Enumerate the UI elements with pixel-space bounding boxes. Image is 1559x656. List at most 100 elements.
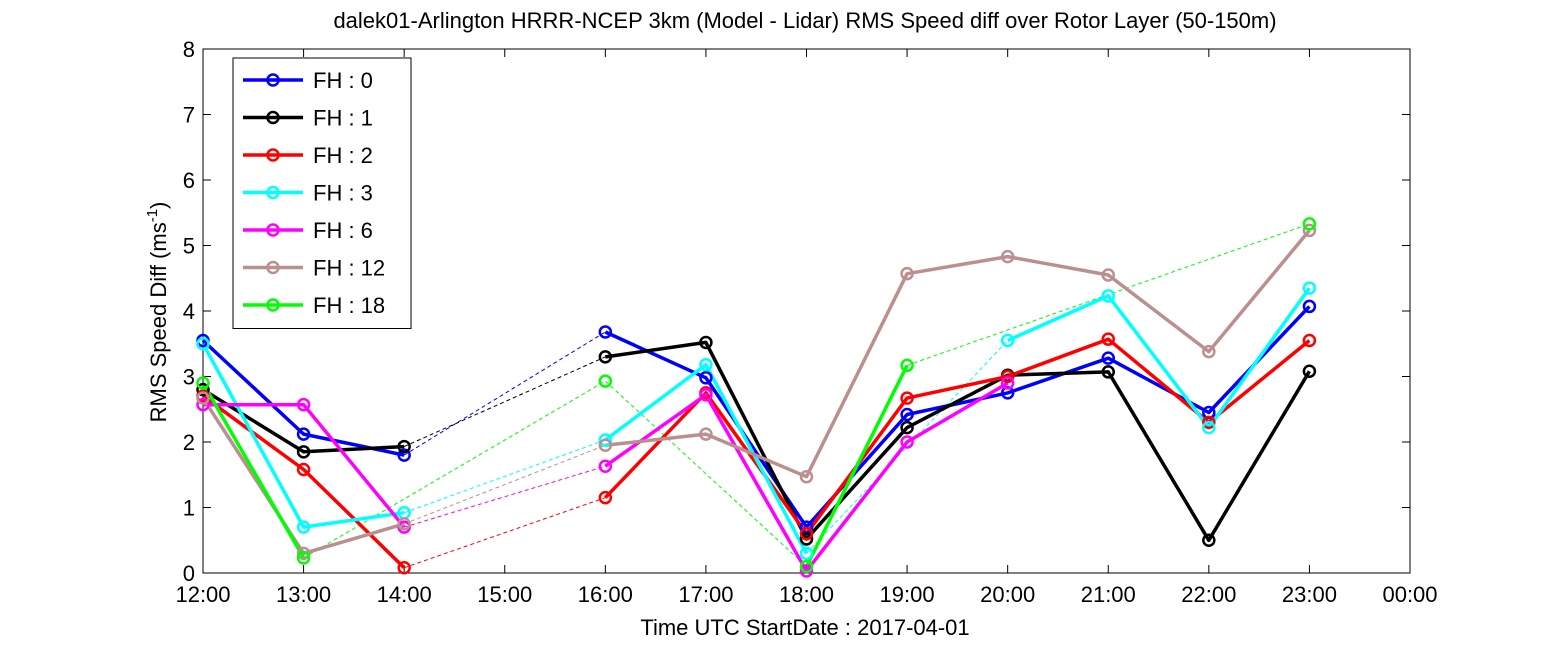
series-gap-connector (403, 439, 606, 514)
x-tick-label: 19:00 (880, 582, 935, 607)
y-tick-label: 3 (183, 365, 195, 390)
series-gap-connector (303, 380, 606, 559)
y-tick-label: 5 (183, 234, 195, 259)
series-gap-connector (604, 380, 807, 567)
data-point (1302, 223, 1317, 238)
y-tick-label: 6 (183, 168, 195, 193)
y-axis-label: RMS Speed Diff (ms-1) (144, 202, 171, 423)
data-point (1000, 333, 1015, 348)
series-gap-connector (404, 465, 606, 528)
data-point (900, 407, 914, 422)
data-point (598, 490, 613, 505)
data-point (598, 350, 613, 364)
legend-entry-label: FH : 6 (313, 218, 373, 243)
data-point (1101, 289, 1115, 303)
data-point (900, 266, 914, 281)
data-point (296, 397, 311, 412)
legend-entry-label: FH : 0 (313, 68, 373, 93)
data-point (699, 371, 713, 385)
data-point (598, 459, 613, 473)
legend-entry-label: FH : 3 (313, 181, 373, 206)
data-point (900, 435, 914, 449)
data-point (1302, 333, 1317, 348)
y-tick-label: 0 (183, 561, 195, 586)
y-tick-label: 7 (183, 103, 195, 128)
data-point (1202, 415, 1216, 430)
series-line (605, 229, 1311, 479)
data-point (196, 397, 210, 412)
series-line (201, 382, 306, 559)
y-tick-label: 8 (183, 37, 195, 62)
y-tick-label: 4 (183, 299, 195, 324)
x-tick-label: 21:00 (1081, 582, 1136, 607)
x-tick-label: 15:00 (477, 582, 532, 607)
y-axis-label-base: RMS Speed Diff (ms (146, 222, 171, 422)
series-line (605, 340, 1311, 543)
data-point (1101, 332, 1115, 346)
data-point (196, 376, 210, 390)
data-point (799, 546, 814, 561)
legend-swatch-marker (266, 223, 280, 237)
data-point (397, 439, 411, 454)
data-point (799, 526, 814, 541)
series-gap-connector (404, 497, 606, 569)
y-axis-label-close: ) (146, 202, 171, 209)
data-point (196, 382, 210, 397)
data-point (296, 427, 311, 441)
plot-area: 12:00 13:00 14:00 15:00 16:00 17:00 18:00 19:00… (175, 37, 1437, 607)
legend-entry-label: FH : 1 (313, 106, 373, 131)
legend-swatch-marker (266, 148, 280, 162)
data-point (598, 374, 613, 388)
x-tick-label: 16:00 (578, 582, 633, 607)
legend-entry-label: FH : 12 (313, 256, 385, 281)
data-point (699, 357, 713, 372)
data-point (397, 561, 411, 575)
legend-swatch-marker (266, 298, 280, 312)
data-point (1202, 420, 1216, 435)
data-point (699, 388, 713, 402)
data-point (799, 532, 814, 546)
data-point (1202, 533, 1216, 547)
series-line (203, 402, 406, 529)
legend: FH : 0 FH : 1 FH : 2 FH : 3 FH : 6 FH : 12 FH … (232, 57, 412, 329)
data-point (1302, 281, 1317, 295)
data-point (900, 420, 914, 435)
x-axis-label: Time UTC StartDate : 2017-04-01 (640, 615, 969, 640)
x-tick-label: 17:00 (678, 582, 733, 607)
x-tick-label: 20:00 (980, 582, 1035, 607)
data-point (1000, 369, 1015, 384)
data-point (1000, 376, 1015, 390)
data-point (1202, 344, 1216, 359)
series-line (1006, 287, 1311, 430)
data-point (900, 358, 914, 373)
data-point (598, 325, 613, 339)
y-tick-label: 1 (183, 496, 195, 521)
data-point (397, 517, 411, 531)
series-line (201, 394, 406, 570)
data-point (699, 335, 713, 350)
series-line (604, 362, 809, 555)
legend-entry-label: FH : 18 (313, 293, 385, 318)
legend-swatch-marker (266, 260, 280, 275)
data-point (799, 559, 814, 574)
data-point (1000, 249, 1015, 264)
legend-swatch-marker (266, 110, 280, 125)
x-tick-label: 00:00 (1382, 582, 1437, 607)
data-point (397, 448, 411, 462)
series-line (202, 388, 405, 454)
data-point (1101, 351, 1115, 365)
data-point (1101, 365, 1115, 379)
x-tick-label: 22:00 (1181, 582, 1236, 607)
data-point (598, 433, 613, 447)
series-gap-connector (403, 444, 606, 525)
data-point (296, 462, 311, 477)
series-line (804, 364, 909, 568)
series-gap-connector (403, 331, 606, 456)
data-point (598, 438, 613, 453)
data-point (699, 427, 713, 441)
data-point (296, 551, 311, 565)
data-point (196, 337, 210, 351)
x-tick-label: 13:00 (276, 582, 331, 607)
series-gap-connector (403, 356, 606, 448)
